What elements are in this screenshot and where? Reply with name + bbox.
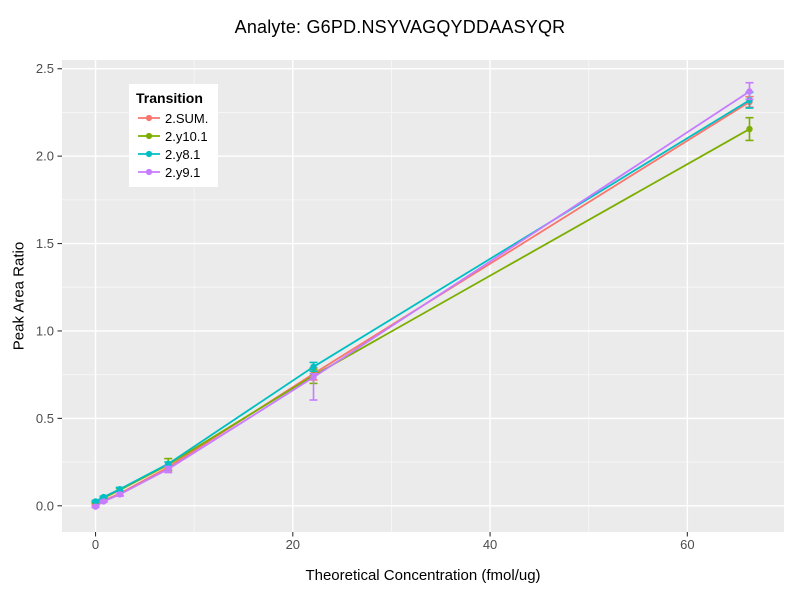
legend-item-label: 2.y10.1 (165, 128, 208, 144)
y-axis-label: Peak Area Ratio (10, 241, 28, 351)
pointrange-key-icon (136, 128, 162, 144)
legend-item-label: 2.SUM. (165, 110, 209, 126)
x-tick-label: 20 (286, 537, 300, 552)
y-tick-label: 2.5 (36, 61, 54, 76)
legend-item: 2.y9.1 (136, 163, 208, 181)
y-tick-label: 0.0 (36, 498, 54, 513)
data-point (165, 460, 172, 468)
pointrange-key-icon (136, 146, 162, 162)
data-point (746, 125, 753, 133)
x-tick-label: 40 (483, 537, 497, 552)
x-axis-label: Theoretical Concentration (fmol/ug) (305, 567, 541, 584)
pointrange-key-icon (136, 164, 162, 180)
data-point (92, 498, 99, 505)
y-tick-label: 0.5 (36, 411, 54, 426)
legend-item-label: 2.y8.1 (165, 146, 201, 162)
y-tick-label: 1.0 (36, 323, 54, 338)
data-point (100, 498, 107, 505)
pointrange-key-icon (136, 110, 162, 126)
data-point (165, 465, 172, 473)
x-tick-label: 0 (92, 537, 99, 552)
legend-item-label: 2.y9.1 (165, 164, 201, 180)
data-point (92, 503, 99, 510)
chart-title: Analyte: G6PD.NSYVAGQYDDAASYQR (234, 17, 566, 37)
legend-title: Transition (136, 90, 203, 106)
legend-item: 2.y8.1 (136, 145, 208, 163)
data-point (310, 363, 317, 370)
legend-item: 2.SUM. (136, 109, 208, 127)
data-point (310, 374, 317, 381)
y-tick-label: 2.0 (36, 149, 54, 164)
x-tick-label: 60 (680, 537, 694, 552)
data-point (116, 491, 123, 498)
legend: Transition 2.SUM. 2.y10.1 2.y8.1 2.y9.1 (129, 84, 219, 187)
y-tick-label: 1.5 (36, 236, 54, 251)
data-point (746, 88, 753, 95)
data-point (116, 485, 123, 493)
legend-item: 2.y10.1 (136, 127, 208, 145)
